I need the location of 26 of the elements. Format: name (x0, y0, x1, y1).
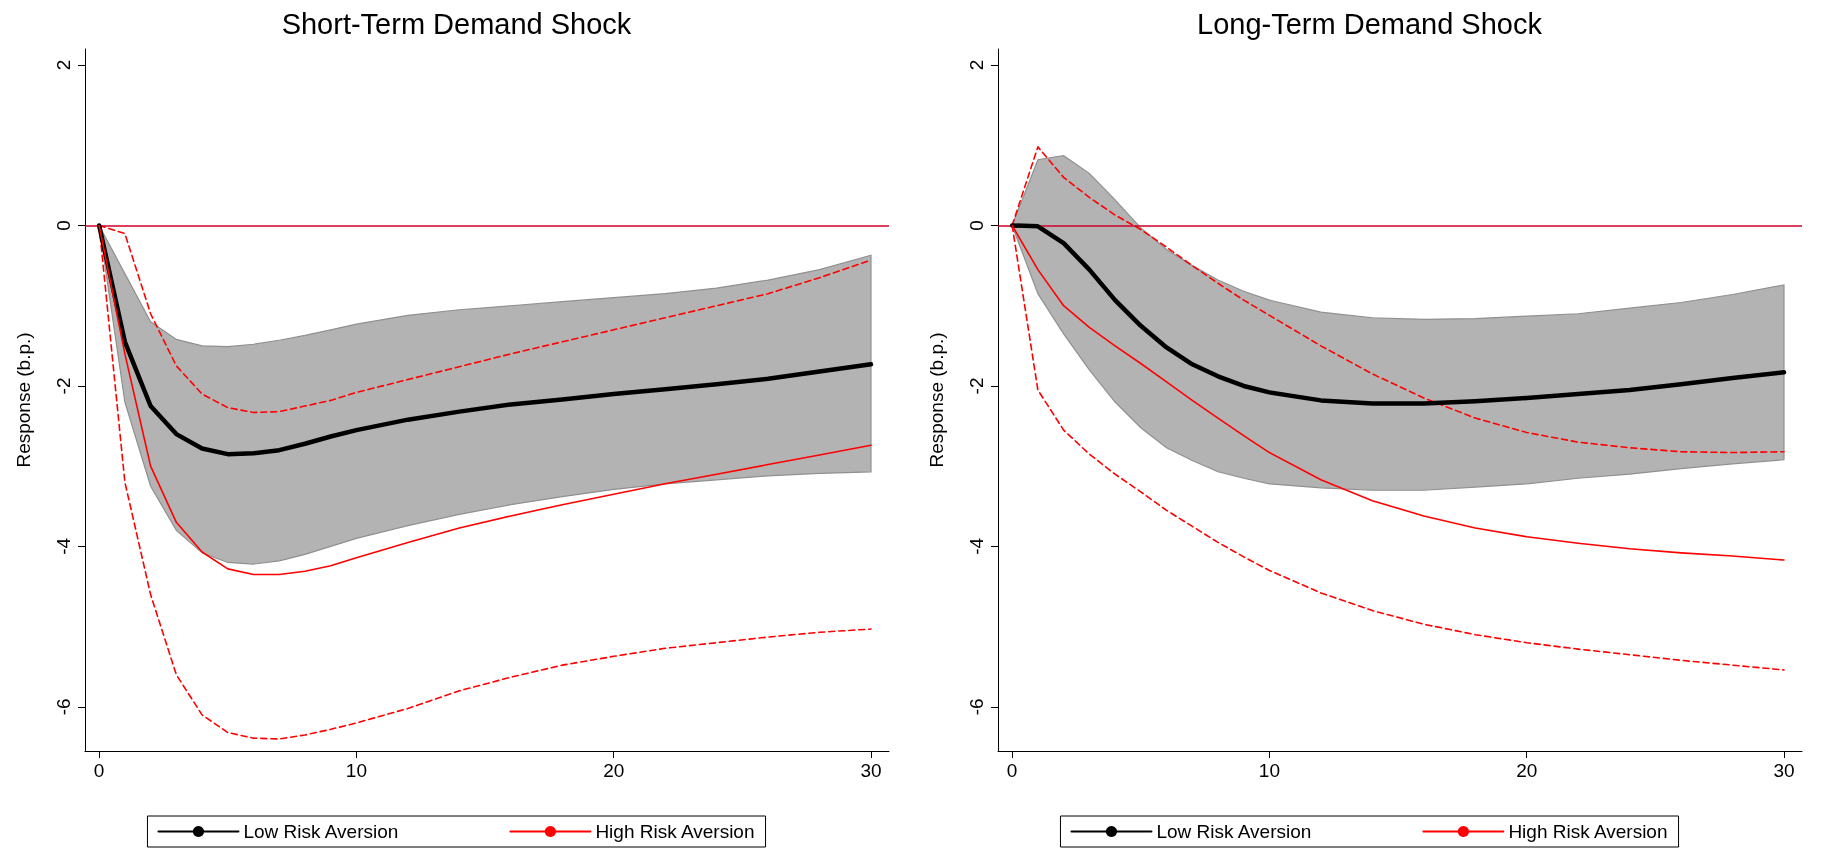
y-tick-label: -4 (53, 537, 74, 555)
chart-title: Long-Term Demand Shock (1197, 7, 1543, 40)
x-tick-label: 0 (1006, 760, 1018, 781)
y-tick-label: 0 (966, 220, 987, 231)
y-axis-title: Response (b.p.) (13, 332, 34, 468)
y-tick-label: 2 (53, 59, 74, 71)
legend-label: Low Risk Aversion (1156, 821, 1312, 842)
y-tick-label: -2 (53, 377, 74, 395)
chart-title: Short-Term Demand Shock (281, 7, 632, 40)
y-tick-label: -6 (966, 698, 987, 716)
y-tick-label: 0 (53, 220, 74, 231)
x-tick-label: 10 (345, 760, 367, 781)
y-tick-label: -2 (966, 377, 987, 395)
x-tick-label: 10 (1258, 760, 1280, 781)
y-tick-label: -4 (966, 537, 987, 555)
x-tick-label: 20 (1516, 760, 1538, 781)
legend-label: High Risk Aversion (595, 821, 755, 842)
x-tick-label: 0 (93, 760, 105, 781)
legend-label: Low Risk Aversion (243, 821, 399, 842)
x-tick-label: 20 (603, 760, 625, 781)
y-axis-title: Response (b.p.) (926, 332, 947, 468)
y-tick-label: -6 (53, 698, 74, 716)
x-tick-label: 30 (860, 760, 882, 781)
legend-label: High Risk Aversion (1508, 821, 1668, 842)
y-tick-label: 2 (966, 59, 987, 71)
x-tick-label: 30 (1773, 760, 1795, 781)
